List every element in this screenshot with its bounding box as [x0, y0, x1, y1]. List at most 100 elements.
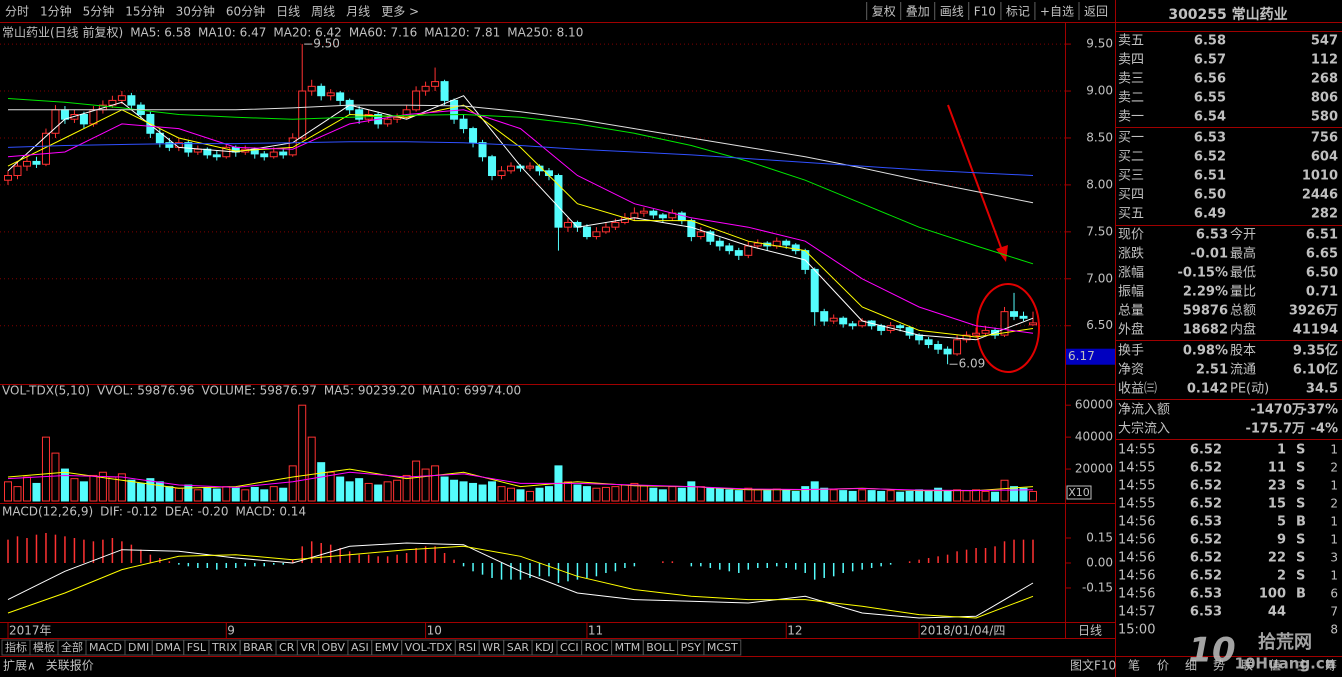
trade-side: B: [1296, 515, 1306, 530]
stat-label: 净资: [1118, 363, 1144, 378]
candle-body: [1029, 322, 1037, 326]
side-tab[interactable]: 图文F10: [1070, 658, 1116, 673]
indicator-tab[interactable]: CR: [279, 641, 295, 654]
stat-value: 2.51: [1196, 363, 1228, 378]
indicator-tab[interactable]: EMV: [375, 641, 399, 654]
indicator-tab[interactable]: 模板: [33, 640, 55, 654]
trade-time: 14:56: [1118, 587, 1155, 602]
period-button[interactable]: 15分钟: [125, 4, 164, 19]
order-label: 卖五: [1118, 34, 1144, 49]
period-button[interactable]: 60分钟: [226, 4, 265, 19]
indicator-tab[interactable]: BRAR: [243, 641, 273, 654]
side-tab[interactable]: 筹: [1325, 659, 1337, 673]
indicator-tab[interactable]: MCST: [707, 641, 738, 654]
trade-count: 8: [1330, 623, 1338, 637]
tool-button[interactable]: 标记: [1006, 5, 1030, 19]
candle-body: [744, 245, 753, 256]
indicator-tab[interactable]: KDJ: [535, 641, 554, 654]
side-tab[interactable]: 势: [1213, 659, 1225, 673]
candle-body: [630, 212, 639, 219]
side-tab[interactable]: 值: [1269, 658, 1281, 673]
side-tab[interactable]: 细: [1185, 659, 1197, 673]
volume-bar: [203, 487, 212, 502]
indicator-tab[interactable]: DMI: [128, 641, 149, 654]
period-button[interactable]: 周线: [311, 5, 335, 19]
trade-volume: 22: [1268, 551, 1286, 566]
indicator-tab[interactable]: BOLL: [646, 641, 675, 654]
side-tab[interactable]: 联: [1241, 659, 1253, 673]
volume-bar: [174, 487, 183, 502]
tool-button[interactable]: 复权: [872, 5, 896, 19]
legend-label: VOL-TDX(5,10): [2, 384, 90, 398]
volume-bar: [905, 490, 914, 502]
cursor-box: [1066, 348, 1115, 365]
candle-body: [696, 231, 705, 238]
candle-body: [972, 332, 981, 336]
side-tab[interactable]: 主: [1297, 659, 1309, 673]
candle-body: [336, 92, 345, 101]
y-tick-label: 7.00: [1086, 271, 1113, 285]
legend-label: MA10: 6.47: [198, 26, 266, 40]
order-label: 卖一: [1118, 110, 1144, 125]
indicator-tab[interactable]: 指标: [5, 640, 27, 654]
indicator-tab[interactable]: RSI: [458, 641, 476, 654]
side-tab[interactable]: 笔: [1128, 658, 1140, 673]
watermark-name: 拾荒网: [1258, 631, 1312, 653]
candle-body: [13, 165, 22, 177]
legend-label: 常山药业(日线 前复权): [2, 25, 123, 40]
period-button[interactable]: 5分钟: [83, 4, 115, 19]
volume-bar: [972, 489, 981, 502]
indicator-tab[interactable]: ASI: [351, 641, 369, 654]
volume-bar: [269, 486, 278, 502]
trade-count: 2: [1330, 461, 1338, 475]
indicator-tab[interactable]: MTM: [615, 641, 641, 654]
order-price: 6.58: [1194, 34, 1226, 49]
side-tab[interactable]: 价: [1157, 659, 1169, 673]
indicator-tab[interactable]: VR: [300, 641, 316, 654]
flow-value: -1470万: [1250, 403, 1305, 418]
indicator-tab[interactable]: 全部: [61, 640, 83, 654]
volume-bar: [326, 471, 335, 502]
period-button[interactable]: 30分钟: [176, 4, 215, 19]
period-button[interactable]: 1分钟: [40, 4, 72, 19]
trade-time: 14:55: [1118, 497, 1155, 512]
volume-bar: [355, 478, 364, 502]
ma-line: [7, 141, 1034, 176]
volume-bar: [402, 474, 411, 502]
indicator-tab[interactable]: MACD: [89, 641, 122, 654]
period-button[interactable]: 月线: [346, 5, 370, 19]
tool-button[interactable]: 返回: [1084, 5, 1108, 19]
period-button[interactable]: 日线: [276, 5, 300, 19]
indicator-tab[interactable]: DMA: [155, 641, 181, 654]
stat-label: 现价: [1118, 228, 1144, 243]
indicator-tab[interactable]: WR: [482, 641, 501, 654]
volume-bar: [563, 481, 572, 502]
period-button[interactable]: 更多 >: [381, 5, 419, 19]
indicator-tab[interactable]: SAR: [507, 641, 530, 654]
footer-tab[interactable]: 关联报价: [46, 658, 94, 673]
volume-bar: [943, 490, 952, 502]
trade-volume: 5: [1277, 515, 1286, 530]
tool-button[interactable]: 画线: [940, 5, 964, 19]
stat-value: 0.98%: [1183, 344, 1228, 359]
tool-button[interactable]: +自选: [1040, 5, 1074, 19]
tool-button[interactable]: F10: [974, 5, 996, 19]
trade-volume: 15: [1268, 497, 1286, 512]
ma-line: [7, 104, 1034, 338]
tool-button[interactable]: 叠加: [906, 5, 930, 19]
footer-tab[interactable]: 扩展∧: [3, 659, 36, 673]
indicator-tab[interactable]: FSL: [187, 641, 207, 654]
indicator-tab[interactable]: PSY: [681, 641, 702, 654]
indicator-tab[interactable]: VOL-TDX: [405, 641, 453, 654]
indicator-tab[interactable]: TRIX: [211, 641, 238, 654]
indicator-tab[interactable]: OBV: [322, 641, 346, 654]
indicator-tab[interactable]: ROC: [585, 641, 609, 654]
indicator-tab[interactable]: CCI: [560, 641, 579, 654]
trade-side: S: [1296, 479, 1305, 494]
macd-line: [7, 545, 1034, 619]
period-button[interactable]: 分时: [5, 5, 29, 19]
volume-bar: [924, 490, 933, 502]
